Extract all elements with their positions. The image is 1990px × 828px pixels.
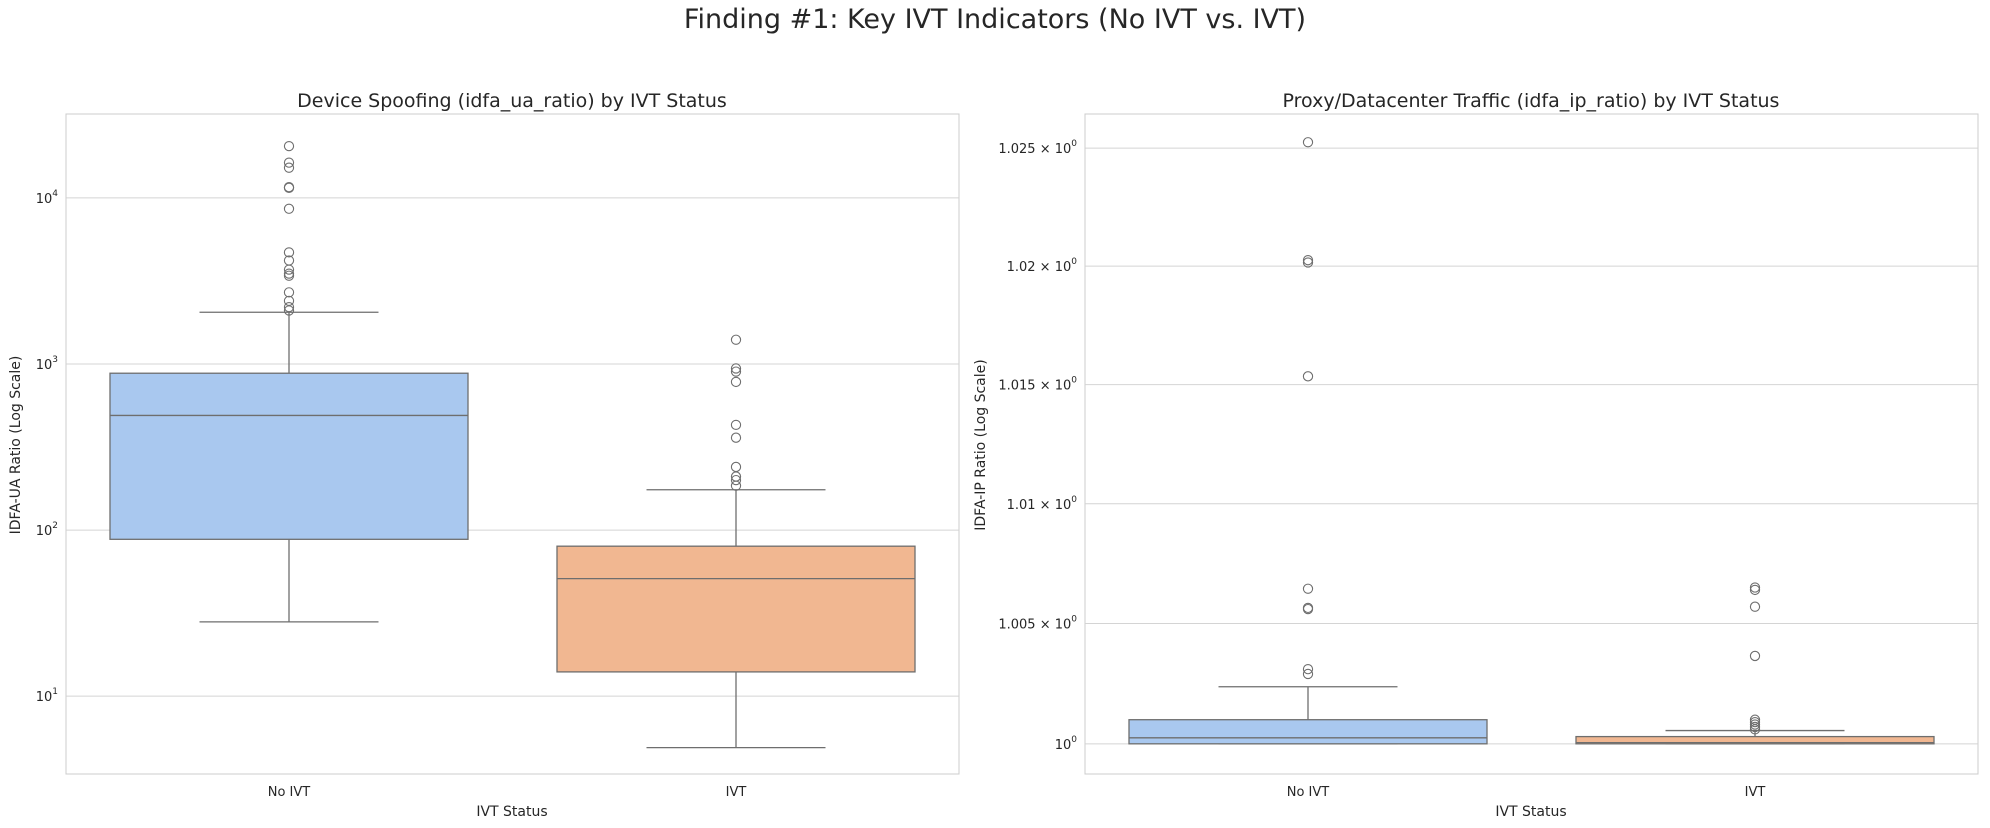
outlier-point — [283, 203, 295, 214]
x-axis-label: IVT Status — [476, 804, 547, 820]
y-axis-label: IDFA-IP Ratio (Log Scale) — [973, 359, 989, 530]
outlier-point — [1749, 721, 1761, 733]
outlier-point — [730, 432, 742, 443]
outlier-point — [730, 376, 742, 388]
outlier-point — [730, 461, 742, 473]
outlier-point — [1302, 137, 1314, 148]
outlier-point — [1302, 603, 1314, 615]
outlier-point — [730, 334, 742, 345]
outlier-point — [1749, 584, 1761, 596]
iqr-box — [556, 545, 916, 673]
outlier-point — [1749, 724, 1761, 735]
outlier-point — [730, 363, 742, 374]
outlier-point — [283, 264, 295, 275]
outlier-point — [1749, 601, 1761, 612]
outlier-point — [283, 270, 295, 281]
outlier-point — [1302, 255, 1314, 266]
outlier-point — [283, 301, 295, 313]
outlier-point — [283, 287, 295, 298]
box-no-ivt — [109, 140, 469, 623]
y-tick-label: 1.015 × 100 — [998, 376, 1077, 394]
outlier-point — [283, 140, 295, 152]
figure-title: Finding #1: Key IVT Indicators (No IVT v… — [683, 4, 1307, 35]
outlier-point — [283, 305, 295, 316]
outlier-point — [730, 480, 742, 491]
x-tick-label: IVT — [1745, 785, 1766, 800]
panel-title: Device Spoofing (idfa_ua_ratio) by IVT S… — [297, 90, 727, 112]
x-tick-label: IVT — [726, 785, 747, 800]
outlier-point — [1749, 650, 1761, 662]
outlier-point — [1302, 668, 1314, 680]
chart-panel-proxy-traffic: Proxy/Datacenter Traffic (idfa_ip_ratio)… — [973, 90, 1979, 820]
y-tick-label: 1.005 × 100 — [998, 614, 1077, 632]
chart-panel-device-spoofing: Device Spoofing (idfa_ua_ratio) by IVT S… — [8, 90, 960, 820]
y-tick-label: 103 — [36, 355, 58, 373]
outlier-point — [283, 182, 295, 193]
y-tick-label: 104 — [36, 189, 59, 207]
outlier-point — [283, 247, 295, 258]
x-tick-label: No IVT — [268, 785, 311, 800]
x-tick-label: No IVT — [1287, 785, 1330, 800]
outlier-point — [730, 419, 742, 431]
panel-title: Proxy/Datacenter Traffic (idfa_ip_ratio)… — [1283, 90, 1780, 112]
y-tick-label: 1.02 × 100 — [1007, 257, 1078, 275]
x-axis-label: IVT Status — [1495, 804, 1566, 820]
y-tick-label: 100 — [1055, 735, 1078, 753]
y-tick-label: 101 — [36, 687, 58, 705]
outlier-point — [1749, 719, 1761, 730]
y-tick-label: 1.025 × 100 — [998, 139, 1077, 157]
box-ivt — [556, 334, 916, 749]
outlier-point — [730, 366, 742, 377]
outlier-point — [1302, 664, 1314, 675]
outlier-point — [1302, 371, 1314, 382]
box-ivt — [1575, 582, 1935, 745]
outlier-point — [1749, 582, 1761, 593]
axes-frame — [1084, 113, 1979, 775]
axes-frame — [65, 113, 960, 775]
box-no-ivt — [1128, 137, 1488, 745]
outlier-point — [283, 162, 295, 173]
iqr-box — [1128, 719, 1488, 745]
y-tick-label: 102 — [36, 521, 58, 539]
outlier-point — [1302, 583, 1314, 594]
outlier-point — [730, 474, 742, 486]
iqr-box — [109, 372, 469, 540]
y-tick-label: 1.01 × 100 — [1007, 495, 1078, 513]
outlier-point — [283, 157, 295, 168]
iqr-box — [1575, 735, 1935, 745]
y-axis-label: IDFA-UA Ratio (Log Scale) — [8, 356, 24, 535]
outlier-point — [1749, 716, 1761, 728]
outlier-point — [1302, 257, 1314, 268]
